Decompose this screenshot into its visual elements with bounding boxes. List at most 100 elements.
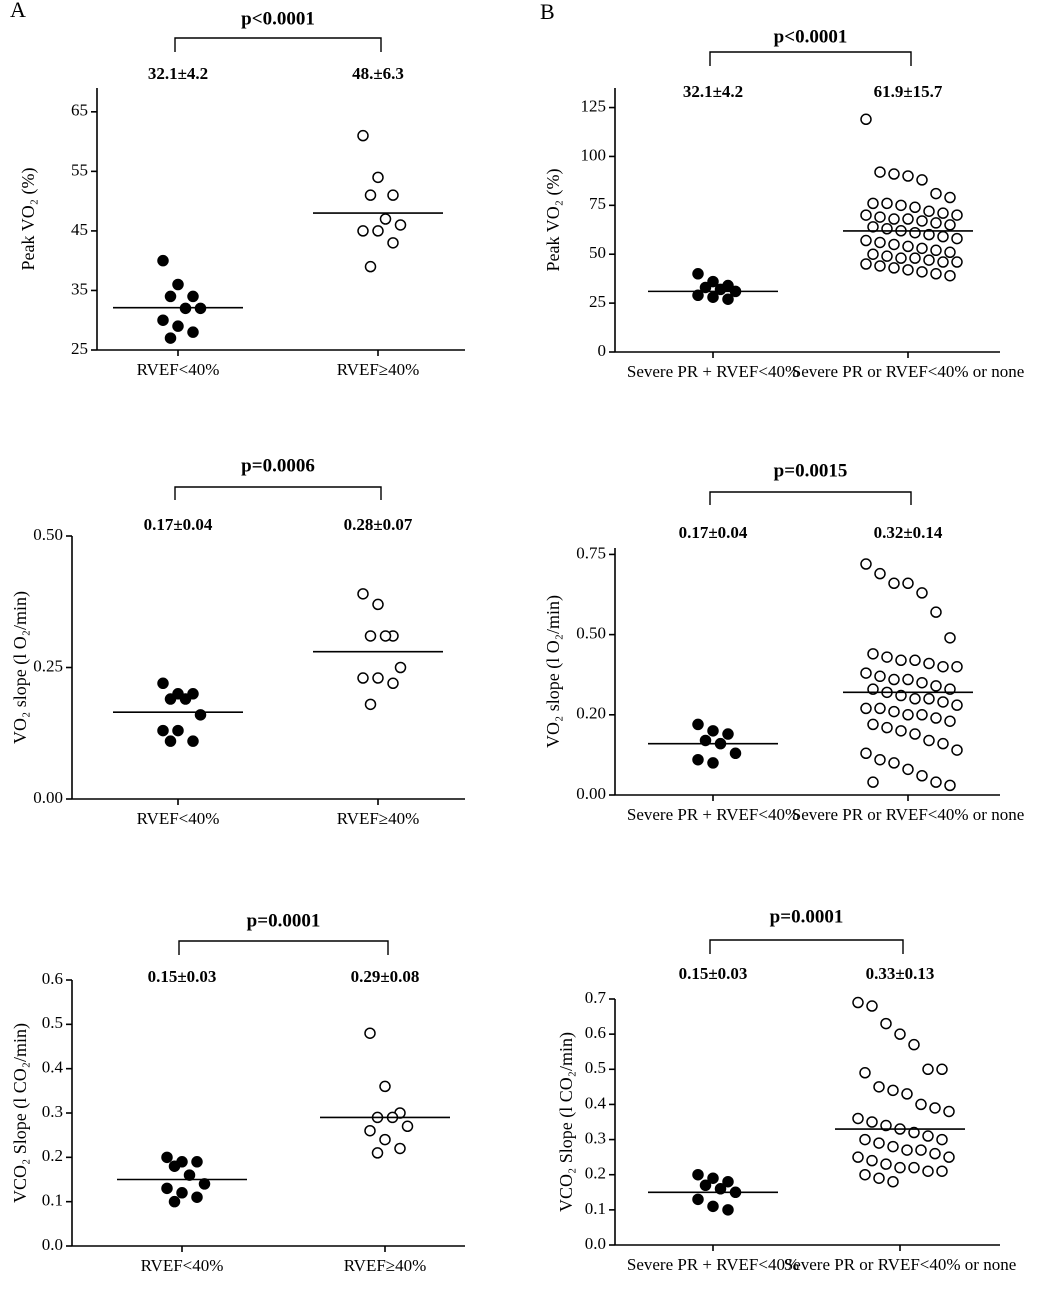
data-point bbox=[168, 1160, 181, 1172]
data-point bbox=[183, 1169, 196, 1181]
data-point bbox=[874, 753, 886, 766]
x-tick-label: Severe PR + RVEF<40% bbox=[626, 362, 800, 381]
panel-label: B bbox=[540, 0, 555, 24]
data-point bbox=[930, 606, 942, 618]
data-point bbox=[860, 747, 872, 760]
y-tick-label: 0.00 bbox=[576, 784, 606, 803]
data-point bbox=[923, 657, 935, 670]
group-summary: 32.1±4.2 bbox=[683, 82, 743, 101]
data-point bbox=[866, 1000, 878, 1012]
x-label-box: RVEF<40% bbox=[137, 809, 220, 828]
data-point bbox=[887, 1175, 899, 1188]
y-tick-label: 100 bbox=[581, 145, 607, 164]
y-tick-label: 0.4 bbox=[585, 1093, 607, 1112]
y-tick-label: 0.0 bbox=[585, 1234, 606, 1253]
data-point bbox=[866, 1154, 878, 1167]
data-point bbox=[909, 201, 921, 214]
x-tick-label: Severe PR + RVEF<40% bbox=[626, 1255, 800, 1274]
y-tick-label: 0.50 bbox=[33, 525, 63, 544]
bracket bbox=[178, 940, 389, 955]
y-tick-label: 0.1 bbox=[42, 1191, 63, 1210]
data-point bbox=[895, 654, 907, 667]
data-point bbox=[394, 661, 407, 674]
data-point bbox=[881, 250, 893, 262]
data-point bbox=[909, 226, 921, 239]
data-point bbox=[387, 677, 399, 690]
data-point bbox=[379, 213, 392, 225]
data-point bbox=[874, 567, 886, 580]
data-point bbox=[908, 1038, 920, 1051]
data-point bbox=[874, 260, 886, 272]
data-point bbox=[191, 1191, 203, 1203]
y-axis-label: Peak VO₂ (%) bbox=[543, 169, 564, 272]
group-summary: 0.17±0.04 bbox=[679, 523, 748, 542]
data-point bbox=[191, 1156, 203, 1168]
data-point bbox=[902, 709, 914, 721]
y-tick-label: 0.3 bbox=[42, 1102, 63, 1121]
data-point bbox=[922, 1130, 934, 1142]
data-point bbox=[187, 735, 199, 747]
data-point bbox=[357, 588, 369, 600]
bracket bbox=[174, 37, 382, 52]
data-point bbox=[916, 174, 928, 186]
data-point bbox=[930, 187, 942, 200]
data-point bbox=[944, 191, 956, 204]
data-point bbox=[930, 217, 942, 229]
data-point bbox=[714, 1183, 727, 1195]
data-point bbox=[902, 240, 914, 253]
bracket bbox=[709, 51, 912, 66]
data-point bbox=[699, 281, 712, 294]
data-point bbox=[867, 648, 879, 660]
data-point bbox=[364, 1027, 376, 1039]
group-summary: 0.28±0.07 bbox=[344, 515, 413, 534]
x-label-box: RVEF<40% bbox=[137, 360, 220, 379]
x-tick-label: Severe PR + RVEF<40% bbox=[626, 805, 800, 824]
y-axis-label: VCO₂ Slope (l CO₂/min) bbox=[556, 1032, 577, 1212]
data-point bbox=[937, 230, 949, 243]
data-point bbox=[881, 223, 893, 235]
data-point bbox=[692, 718, 704, 731]
group-summary: 48.±6.3 bbox=[352, 64, 404, 83]
data-point bbox=[179, 693, 192, 705]
x-tick-label: Severe PR or RVEF<40% or none bbox=[783, 1255, 1017, 1274]
data-point bbox=[161, 1182, 173, 1195]
data-point bbox=[379, 1133, 391, 1146]
group-summary: 32.1±4.2 bbox=[148, 64, 208, 83]
y-tick-label: 0.6 bbox=[42, 969, 63, 988]
y-tick-label: 0.20 bbox=[576, 704, 606, 723]
data-point bbox=[923, 205, 935, 217]
data-point bbox=[874, 211, 886, 223]
data-point bbox=[394, 1142, 406, 1155]
data-point bbox=[860, 558, 872, 570]
data-point bbox=[930, 680, 942, 692]
data-point bbox=[852, 1151, 864, 1163]
data-point bbox=[922, 1165, 934, 1177]
data-point bbox=[867, 221, 879, 233]
data-point bbox=[916, 587, 928, 599]
data-point bbox=[915, 1144, 927, 1156]
data-point bbox=[707, 275, 719, 288]
data-point bbox=[157, 314, 169, 326]
data-point bbox=[699, 1179, 712, 1192]
panel-label: A bbox=[10, 0, 26, 22]
data-point bbox=[888, 673, 900, 686]
data-point bbox=[873, 1172, 885, 1184]
data-point bbox=[707, 725, 719, 737]
data-point bbox=[387, 189, 399, 201]
data-point bbox=[916, 709, 928, 721]
data-point bbox=[937, 696, 949, 708]
data-point bbox=[372, 672, 384, 684]
data-point bbox=[909, 252, 921, 264]
data-point bbox=[187, 326, 199, 338]
group-summary: 0.32±0.14 bbox=[874, 523, 943, 542]
data-point bbox=[172, 724, 184, 737]
data-point bbox=[707, 1172, 719, 1184]
data-point bbox=[908, 1126, 920, 1139]
data-point bbox=[929, 1102, 941, 1114]
y-tick-label: 25 bbox=[589, 292, 606, 311]
data-point bbox=[930, 712, 942, 724]
data-point bbox=[707, 1200, 719, 1213]
data-point bbox=[371, 1147, 384, 1159]
x-label-box: RVEF≥40% bbox=[337, 360, 420, 379]
data-point bbox=[176, 1187, 188, 1199]
